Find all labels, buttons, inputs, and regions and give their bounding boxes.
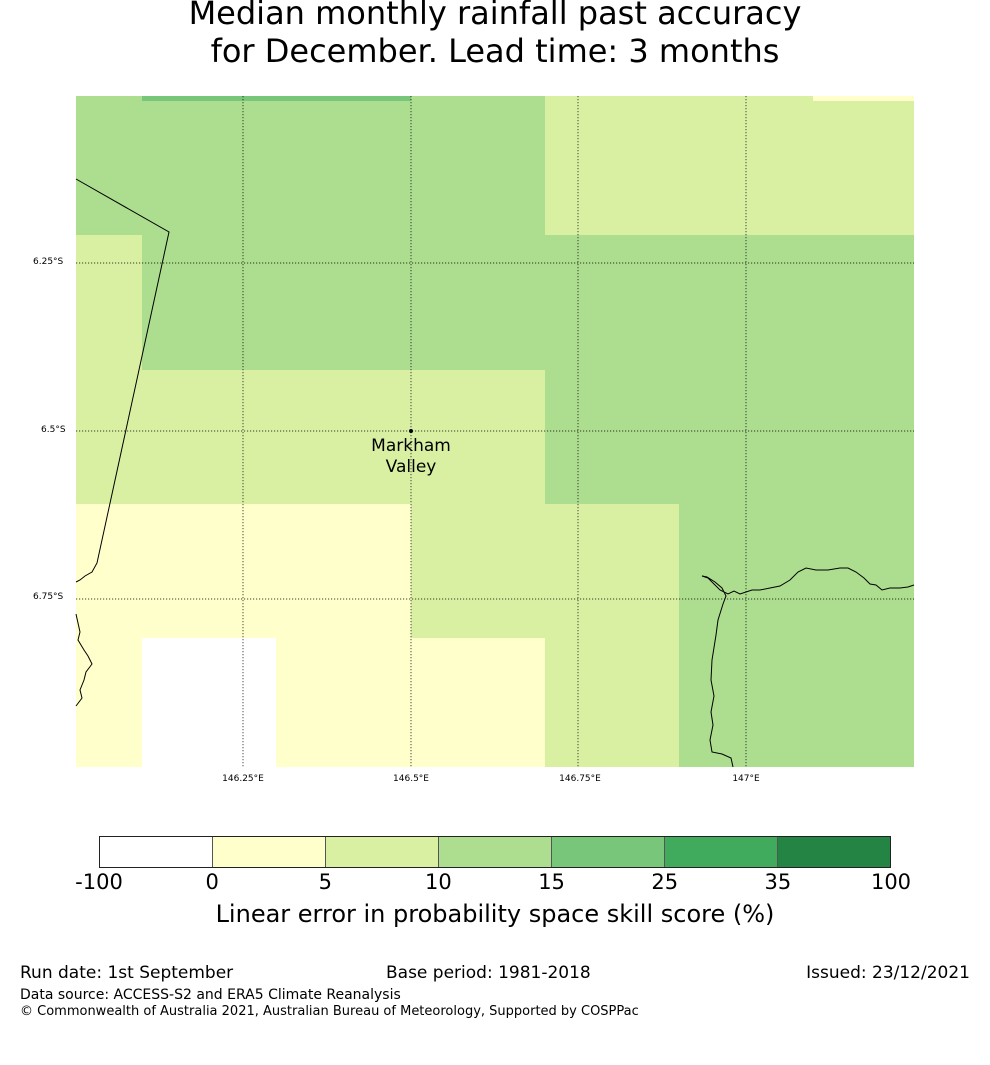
colorbar-segment <box>326 837 439 867</box>
lon-label: 146.5°E <box>393 774 429 784</box>
grid-cell <box>545 96 914 235</box>
grid-cell <box>411 638 545 767</box>
colorbar-label: Linear error in probability space skill … <box>215 900 775 928</box>
colorbar-segment <box>213 837 326 867</box>
map-title-line-2: for December. Lead time: 3 months <box>210 32 780 70</box>
colorbar-ticks: -100 0 5 10 15 25 35 100 <box>75 870 911 898</box>
grid-cell <box>142 370 545 504</box>
colorbar-tick: 0 <box>205 870 219 894</box>
place-label: Markham Valley <box>371 436 451 478</box>
map-title: Median monthly rainfall past accuracy fo… <box>0 0 990 70</box>
place-marker <box>409 429 413 433</box>
coastline-west <box>75 613 93 707</box>
colorbar-segment <box>665 837 778 867</box>
colorbar-tick: 25 <box>651 870 679 894</box>
place-label-line-2: Valley <box>385 457 437 477</box>
skill-grid <box>76 96 914 767</box>
colorbar-segment <box>439 837 552 867</box>
run-date: Run date: 1st September <box>20 963 234 983</box>
colorbar-tick: 5 <box>318 870 332 894</box>
colorbar <box>99 836 891 868</box>
colorbar-tick: 100 <box>870 870 912 894</box>
coastline-east <box>701 567 915 768</box>
skill-score-map <box>75 96 915 768</box>
colorbar-tick: 35 <box>764 870 792 894</box>
border-line <box>75 178 170 583</box>
colorbar-segment <box>552 837 665 867</box>
colorbar-tick: 15 <box>538 870 565 894</box>
lat-label: 6.75°S <box>33 592 64 602</box>
graticule <box>76 96 914 767</box>
grid-cell <box>142 96 411 101</box>
map-title-line-1: Median monthly rainfall past accuracy <box>188 0 802 32</box>
issued-date: Issued: 23/12/2021 <box>806 963 970 983</box>
lon-label: 146.25°E <box>222 774 264 784</box>
grid-cell <box>813 96 914 101</box>
place-label-line-1: Markham <box>371 436 451 456</box>
lon-label: 146.75°E <box>559 774 601 784</box>
base-period: Base period: 1981-2018 <box>386 963 591 983</box>
colorbar-tick: -100 <box>75 870 123 894</box>
data-source: Data source: ACCESS-S2 and ERA5 Climate … <box>20 987 401 1003</box>
grid-cell <box>76 235 142 504</box>
grid-cell <box>142 638 276 767</box>
lon-label: 147°E <box>732 774 760 784</box>
coastlines <box>75 178 915 768</box>
lat-label: 6.5°S <box>41 425 66 435</box>
copyright: © Commonwealth of Australia 2021, Austra… <box>20 1004 639 1019</box>
colorbar-segment <box>778 837 890 867</box>
colorbar-tick: 10 <box>425 870 452 894</box>
lat-label: 6.25°S <box>33 257 64 267</box>
colorbar-segment <box>100 837 213 867</box>
